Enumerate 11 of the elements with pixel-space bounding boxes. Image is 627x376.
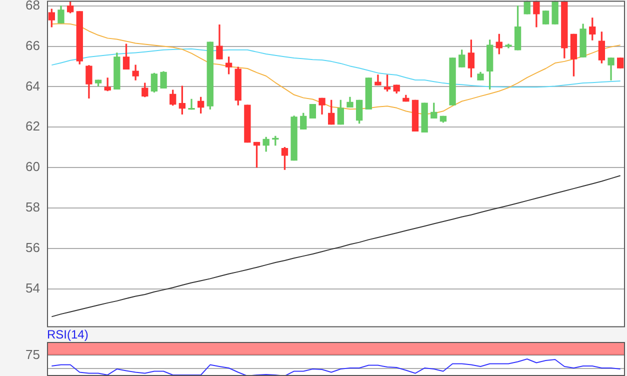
candlestick — [188, 98, 195, 110]
y-tick-label: 66 — [26, 38, 40, 53]
y-tick-label: 64 — [26, 78, 40, 94]
chart-title: RSI(14) — [47, 327, 88, 342]
y-tick-label: 54 — [26, 280, 40, 296]
y-tick-label: 60 — [26, 159, 40, 174]
text: 75 — [26, 346, 40, 362]
y-tick-label: 62 — [26, 118, 40, 134]
y-tick-label: 58 — [26, 200, 40, 215]
y-tick-label: 68 — [26, 0, 40, 12]
y-tick-label: 56 — [26, 240, 40, 255]
